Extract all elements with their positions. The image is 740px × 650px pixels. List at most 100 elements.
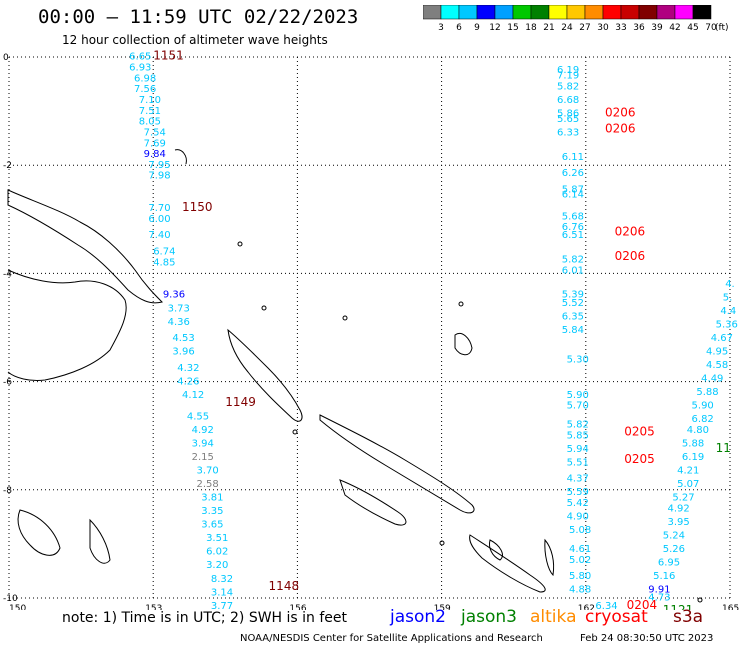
wave-height-value: 4.67 bbox=[711, 333, 733, 344]
wave-height-value: 3.96 bbox=[172, 347, 194, 358]
wave-height-value: 3.81 bbox=[201, 493, 223, 504]
wave-height-value: 5.42 bbox=[567, 498, 589, 509]
wave-height-value: 3.70 bbox=[196, 466, 218, 477]
axis-lat-label: -2 bbox=[3, 161, 12, 171]
coastline bbox=[17, 509, 61, 556]
wave-height-value: 5.88 bbox=[682, 439, 704, 450]
wave-height-value: 8.32 bbox=[211, 574, 233, 585]
colorbar-tick-label: 6 bbox=[456, 23, 462, 33]
wave-height-value: 7.70 bbox=[148, 203, 170, 214]
wave-height-value: 4.4 bbox=[720, 306, 736, 317]
pass-id-label: 1150 bbox=[182, 200, 213, 214]
colorbar-tick-label: 39 bbox=[651, 23, 663, 33]
wave-height-value: 9.91 bbox=[648, 585, 670, 596]
coastline bbox=[339, 479, 407, 526]
wave-height-value: 6.00 bbox=[148, 214, 170, 225]
wave-height-value: 3.14 bbox=[211, 587, 233, 598]
colorbar-tick-label: 33 bbox=[615, 23, 626, 33]
wave-height-value: 4. bbox=[725, 279, 735, 290]
wave-height-value: 4.73 bbox=[648, 593, 670, 604]
wave-height-value: 5.65 bbox=[557, 114, 579, 125]
legend-jason2: jason2 bbox=[390, 607, 446, 627]
wave-height-value: 4.88 bbox=[569, 585, 591, 596]
wave-height-value: 7.69 bbox=[144, 138, 166, 149]
wave-height-value: 4.21 bbox=[677, 466, 699, 477]
wave-height-value: 9.36 bbox=[163, 290, 185, 301]
wave-height-value: 6.98 bbox=[134, 73, 156, 84]
wave-height-value: 5.36 bbox=[716, 320, 738, 331]
colorbar-tick-label: 15 bbox=[507, 23, 518, 33]
wave-height-value: 5.70 bbox=[567, 401, 589, 412]
wave-height-value: 6.19 bbox=[557, 65, 579, 76]
wave-height-value: 4.12 bbox=[182, 390, 204, 401]
wave-height-value: 6.26 bbox=[562, 168, 584, 179]
pass-id-label: 0204 bbox=[627, 598, 658, 610]
wave-height-value: 5.82 bbox=[562, 255, 584, 266]
wave-height-value: 5.07 bbox=[677, 479, 699, 490]
colorbar-tick-label: 36 bbox=[633, 23, 645, 33]
axis-lat-label: -4 bbox=[3, 269, 12, 279]
pass-id-label: 1148 bbox=[269, 579, 300, 593]
wave-height-value: 4.55 bbox=[187, 411, 209, 422]
wave-height-value: 4.37 bbox=[567, 474, 589, 485]
wave-height-value: 6.68 bbox=[557, 95, 579, 106]
wave-height-value: 6.02 bbox=[206, 547, 228, 558]
axis-lon-label: 150 bbox=[9, 604, 26, 610]
coastline bbox=[89, 518, 111, 564]
wave-height-value: 5.24 bbox=[663, 530, 685, 541]
axis-lat-label: 0 bbox=[3, 53, 9, 63]
colorbar-tick-label: 9 bbox=[474, 23, 480, 33]
wave-height-value: 4.49 bbox=[701, 374, 723, 385]
page-title: 00:00 — 11:59 UTC 02/22/2023 bbox=[38, 6, 359, 28]
pass-id-label: 11 bbox=[716, 441, 731, 455]
colorbar-tick-label: 30 bbox=[597, 23, 609, 33]
wave-height-value: 6.65 bbox=[129, 52, 151, 63]
wave-height-value: 4.92 bbox=[668, 503, 690, 514]
wave-height-value: 5.27 bbox=[672, 493, 694, 504]
legend-s3a: s3a bbox=[673, 607, 704, 627]
colorbar-tick-label: 18 bbox=[525, 23, 537, 33]
wave-height-value: 6.76 bbox=[562, 222, 584, 233]
pass-id-label: 1149 bbox=[225, 395, 256, 409]
credit-timestamp: Feb 24 08:30:50 UTC 2023 bbox=[580, 633, 714, 644]
wave-height-value: 6.19 bbox=[682, 452, 704, 463]
footer-note: note: 1) Time is in UTC; 2) SWH is in fe… bbox=[62, 610, 348, 626]
wave-height-value: 3.77 bbox=[211, 601, 233, 610]
wave-height-value: 6.34 bbox=[595, 601, 617, 610]
axis-lon-label: 162 bbox=[578, 604, 595, 610]
wave-height-value: 4.90 bbox=[567, 512, 589, 523]
wave-height-value: 7.51 bbox=[139, 106, 161, 117]
wave-height-value: 5.08 bbox=[569, 525, 591, 536]
wave-height-value: 4.26 bbox=[177, 376, 199, 387]
axis-lon-label: 159 bbox=[434, 604, 451, 610]
wave-height-value: 7.10 bbox=[139, 95, 161, 106]
wave-height-value: 5. bbox=[723, 292, 733, 303]
wave-height-value: 6.51 bbox=[562, 230, 584, 241]
wave-height-value: 3.20 bbox=[206, 560, 228, 571]
colorbar-tick-label: 3 bbox=[438, 23, 444, 33]
pass-id-label: 0206 bbox=[605, 122, 636, 136]
wave-height-value: 6.82 bbox=[692, 414, 714, 425]
axis-lat-label: -6 bbox=[3, 378, 12, 388]
pass-id-label: 0204 bbox=[627, 609, 658, 610]
coastline bbox=[7, 189, 163, 304]
colorbar-tick-label: 42 bbox=[669, 23, 680, 33]
wave-height-value: 5.90 bbox=[692, 401, 714, 412]
coastline bbox=[544, 538, 555, 577]
coastline bbox=[319, 414, 475, 514]
colorbar-legend: 3 6 9 12 15 18 21 24 27 30 33 36 39 42 45 70(ft) bbox=[423, 5, 729, 33]
wave-height-value: 5.82 bbox=[557, 81, 579, 92]
wave-height-value: 4.36 bbox=[168, 317, 190, 328]
island-marker bbox=[237, 241, 243, 247]
wave-height-value: 4.85 bbox=[153, 257, 175, 268]
island-marker bbox=[292, 429, 298, 435]
island-marker bbox=[697, 597, 703, 603]
wave-height-value: 7.98 bbox=[148, 171, 170, 182]
wave-height-value: 3.35 bbox=[201, 506, 223, 517]
coastline bbox=[454, 333, 473, 356]
wave-height-value: 2.58 bbox=[196, 479, 218, 490]
coastline bbox=[227, 328, 303, 422]
legend-altika: altika bbox=[530, 607, 577, 627]
wave-height-value: 6.14 bbox=[562, 190, 584, 201]
wave-height-value: 6.95 bbox=[658, 558, 680, 569]
